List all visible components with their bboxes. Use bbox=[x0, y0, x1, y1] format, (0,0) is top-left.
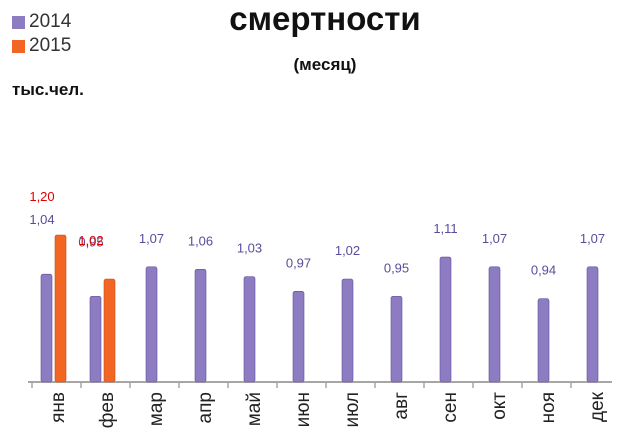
legend-label-2014: 2014 bbox=[29, 11, 72, 32]
bar-2014 bbox=[145, 266, 158, 383]
bar-2014 bbox=[537, 298, 550, 383]
data-label-2014: 1,07 bbox=[482, 231, 507, 246]
category-label: авг bbox=[391, 392, 412, 420]
legend: 2014 2015 bbox=[12, 10, 71, 58]
data-label-2014: 1,07 bbox=[580, 231, 605, 246]
data-label-2014: 1,03 bbox=[237, 241, 262, 256]
legend-item-2014: 2014 bbox=[12, 10, 71, 34]
category-label: мар bbox=[146, 392, 167, 426]
data-label-2014: 1,06 bbox=[188, 233, 213, 248]
category-label: дек bbox=[587, 391, 608, 422]
data-label-2014: 0,97 bbox=[286, 255, 311, 270]
category-label: май bbox=[244, 392, 265, 426]
data-label-2015: 1,20 bbox=[29, 189, 54, 204]
bar-2014 bbox=[89, 295, 102, 383]
bar-2015 bbox=[103, 278, 116, 383]
category-label: фев bbox=[97, 392, 118, 428]
category-label: июн bbox=[293, 392, 314, 427]
category-label: июл bbox=[342, 392, 363, 428]
data-label-2014: 1,02 bbox=[335, 243, 360, 258]
bar-2014 bbox=[40, 273, 53, 383]
data-label-2014: 0,95 bbox=[384, 260, 409, 275]
legend-swatch-2014 bbox=[12, 15, 25, 29]
category-label: апр bbox=[195, 392, 216, 423]
unit-label: тыс.чел. bbox=[12, 80, 84, 99]
bar-2014 bbox=[586, 266, 599, 383]
category-label: окт bbox=[489, 392, 510, 420]
data-label-2014: 0,95 bbox=[78, 234, 103, 249]
legend-swatch-2015 bbox=[12, 39, 25, 53]
data-label-2014: 0,94 bbox=[531, 263, 556, 278]
legend-item-2015: 2015 bbox=[12, 34, 71, 58]
bar-2014 bbox=[243, 276, 256, 383]
bar-2014 bbox=[488, 266, 501, 383]
bar-2014 bbox=[439, 256, 452, 383]
bar-2014 bbox=[194, 268, 207, 383]
bar-2014 bbox=[341, 278, 354, 383]
bar-2014 bbox=[292, 291, 305, 383]
legend-label-2015: 2015 bbox=[29, 35, 72, 56]
category-label: янв bbox=[48, 392, 69, 423]
bar-2015 bbox=[54, 234, 67, 383]
data-label-2014: 1,07 bbox=[139, 231, 164, 246]
bar-2014 bbox=[390, 295, 403, 383]
data-label-2015: 1,02 bbox=[78, 233, 103, 248]
chart-title: смертности bbox=[229, 0, 421, 37]
data-label-2014: 1,11 bbox=[433, 221, 457, 236]
category-label: сен bbox=[440, 392, 461, 423]
category-label: ноя bbox=[538, 392, 559, 423]
chart-subtitle: (месяц) bbox=[293, 55, 357, 74]
data-label-2014: 1,04 bbox=[29, 212, 54, 227]
